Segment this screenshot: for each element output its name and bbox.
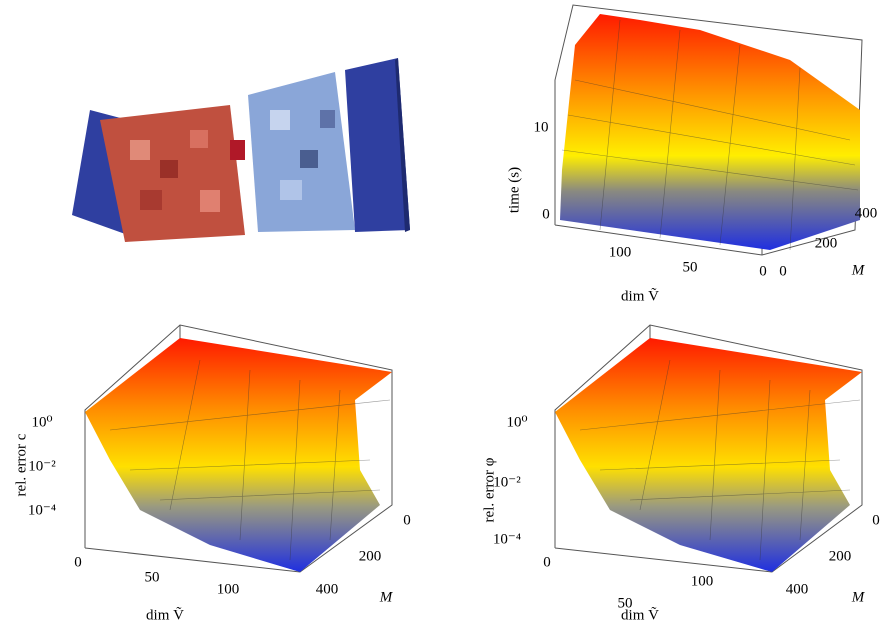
m-tick-label: 400 — [855, 205, 878, 221]
m-axis-label: M — [851, 262, 866, 278]
m-tick-label: 200 — [359, 548, 382, 564]
m-tick-label: 200 — [815, 235, 838, 251]
y-tick-label: 10⁻⁴ — [28, 502, 56, 518]
surface — [555, 338, 862, 572]
voxel-image — [72, 58, 410, 242]
x-tick-label: 100 — [217, 581, 240, 597]
figure: time (s) 10 0 100 50 0 0 200 400 M dim Ṽ… — [0, 0, 884, 631]
x-tick-label: 0 — [759, 263, 767, 279]
m-tick-label: 0 — [779, 263, 787, 279]
m-tick-label: 200 — [829, 548, 852, 564]
surface — [85, 338, 392, 572]
m-axis-label: M — [851, 589, 866, 605]
x-tick-label: 50 — [683, 259, 698, 275]
x-tick-label: 100 — [691, 573, 714, 589]
m-tick-label: 0 — [872, 512, 880, 528]
y-tick-label: 10⁻² — [28, 458, 56, 474]
y-axis-label: rel. error c — [13, 433, 29, 496]
y-axis-label: time (s) — [506, 167, 522, 213]
m-tick-label: 400 — [316, 581, 339, 597]
x-tick-label: 50 — [145, 569, 160, 585]
surface-plot: time (s) 10 0 100 50 0 0 200 400 M dim Ṽ — [506, 5, 877, 304]
y-tick-label: 0 — [542, 206, 550, 222]
y-tick-label: 10 — [534, 119, 549, 135]
y-tick-label: 10⁻⁴ — [493, 531, 521, 547]
x-axis-label: dim Ṽ — [146, 606, 184, 623]
x-tick-label: 0 — [74, 554, 82, 570]
y-tick-label: 10⁻² — [493, 474, 521, 490]
x-tick-label: 100 — [609, 244, 632, 260]
surface-plot: rel. error φ 10⁰ 10⁻² 10⁻⁴ 0 50 100 0 20… — [481, 325, 879, 623]
x-axis-label: dim Ṽ — [621, 606, 659, 623]
m-tick-label: 400 — [786, 581, 809, 597]
x-axis-label: dim Ṽ — [621, 287, 659, 304]
m-axis-label: M — [379, 589, 394, 605]
m-tick-label: 0 — [403, 512, 411, 528]
surface — [560, 14, 860, 250]
surface-plot: rel. error c 10⁰ 10⁻² 10⁻⁴ 0 50 100 0 20… — [13, 325, 410, 623]
x-tick-label: 0 — [543, 554, 551, 570]
y-tick-label: 10⁰ — [506, 414, 527, 430]
y-tick-label: 10⁰ — [31, 414, 52, 430]
